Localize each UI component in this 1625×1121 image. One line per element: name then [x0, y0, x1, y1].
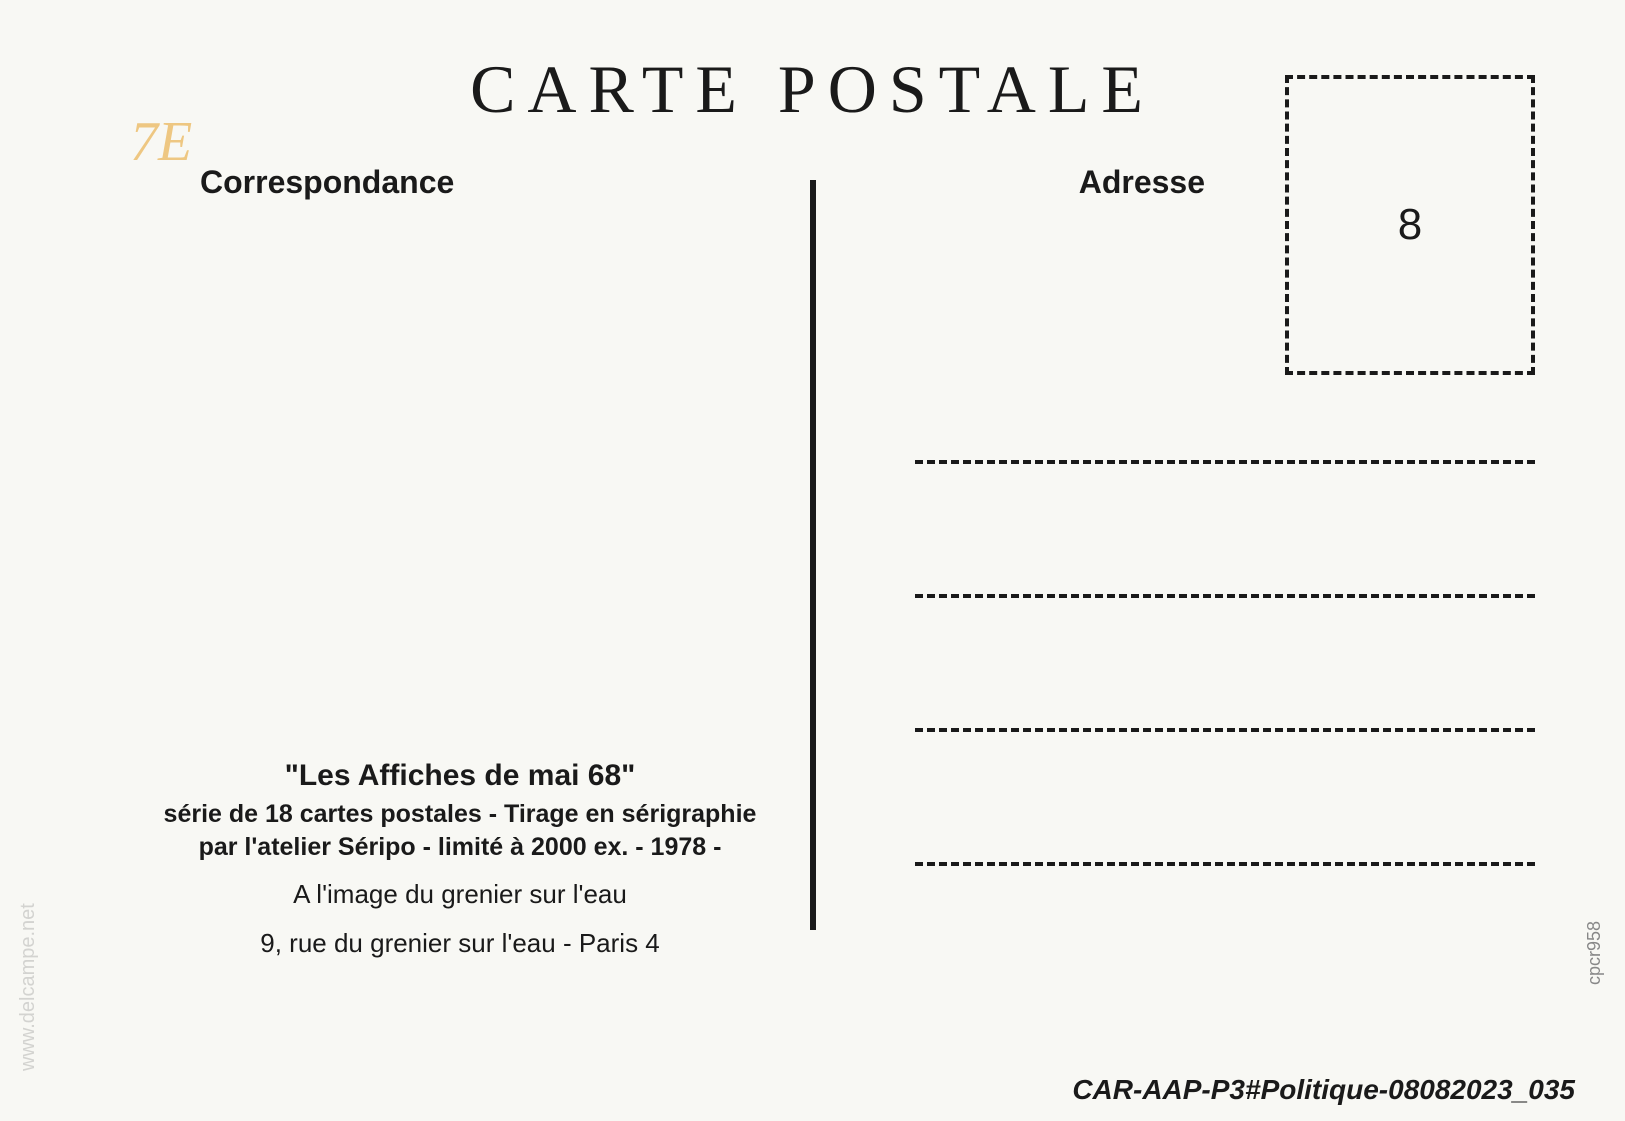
postcard-container: CARTE POSTALE Correspondance Adresse 7E … [0, 0, 1625, 1121]
stamp-placeholder: 8 [1285, 75, 1535, 375]
adresse-label: Adresse [1079, 164, 1205, 201]
address-lines-container [915, 460, 1535, 996]
description-title: "Les Affiches de mai 68" [150, 759, 770, 793]
description-block: "Les Affiches de mai 68" série de 18 car… [150, 759, 770, 961]
footer-code: CAR-AAP-P3#Politique-08082023_035 [1072, 1074, 1575, 1106]
stamp-number: 8 [1398, 200, 1422, 250]
description-address2: 9, rue du grenier sur l'eau - Paris 4 [150, 927, 770, 961]
description-line2: par l'atelier Séripo - limité à 2000 ex.… [150, 831, 770, 864]
description-line1: série de 18 cartes postales - Tirage en … [150, 798, 770, 831]
watermark: www.delcampe.net [17, 903, 40, 1071]
address-line [915, 728, 1535, 732]
address-line [915, 862, 1535, 866]
correspondance-label: Correspondance [200, 164, 454, 201]
center-divider [810, 180, 816, 930]
address-line [915, 460, 1535, 464]
credit: cpcr958 [1584, 921, 1605, 985]
address-line [915, 594, 1535, 598]
description-address1: A l'image du grenier sur l'eau [150, 878, 770, 912]
handwritten-annotation: 7E [130, 110, 192, 174]
